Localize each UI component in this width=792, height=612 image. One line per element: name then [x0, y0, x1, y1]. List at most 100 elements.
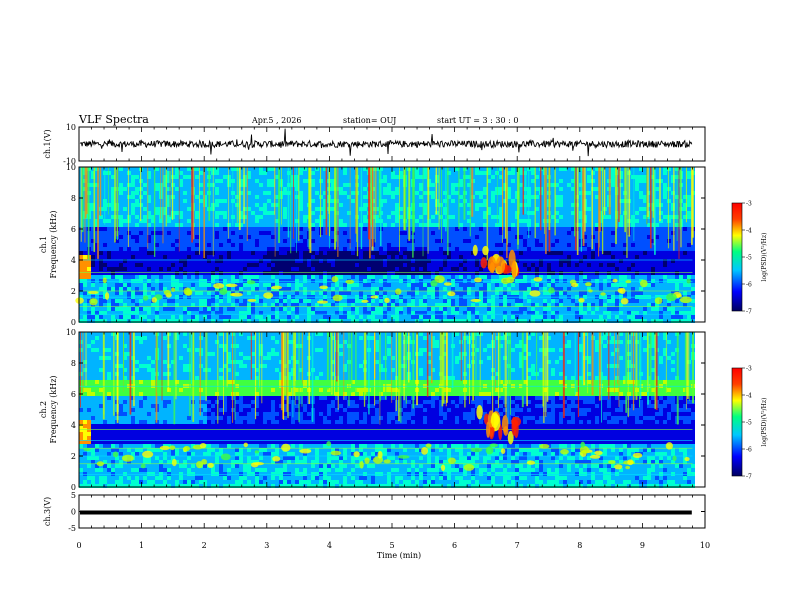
ch1spec-cell	[463, 319, 467, 323]
ch1spec-cell	[239, 243, 243, 247]
ch1spec-cell	[183, 187, 187, 191]
ch1spec-cell	[415, 259, 419, 263]
ch1spec-cell	[115, 299, 119, 303]
ch1spec-cell	[103, 303, 107, 307]
ch1spec-cell	[399, 227, 403, 231]
ch1spec-cell	[83, 263, 87, 267]
ch1spec-cell	[259, 215, 263, 219]
ch1spec-cell	[243, 307, 247, 311]
ch1spec-cell	[235, 287, 239, 291]
ch1spec-cell	[91, 219, 95, 223]
ch1spec-cell	[539, 255, 543, 259]
ch1spec-cell	[155, 199, 159, 203]
ch1spec-cell	[139, 251, 143, 255]
ch1spec-cell	[143, 251, 147, 255]
ch1spec-cell	[183, 211, 187, 215]
ch1spec-cell	[527, 251, 531, 255]
ch1spec-cell	[463, 303, 467, 307]
ch1spec-cell	[187, 271, 191, 275]
ch1spec-cell	[515, 311, 519, 315]
ch1spec-cell	[255, 207, 259, 211]
ch1spec-cell	[395, 251, 399, 255]
ch1spec-cell	[91, 267, 95, 271]
ch1spec-cell	[363, 279, 367, 283]
ch1spec-cell	[131, 319, 135, 323]
ch1spec-cell	[87, 279, 91, 283]
ch1spec-cell	[251, 199, 255, 203]
ch1spec-cell	[199, 307, 203, 311]
ch1spec-cell	[259, 179, 263, 183]
ch1spec-cell	[455, 235, 459, 239]
ch1spec-cell	[143, 255, 147, 259]
ch1spec-cell	[435, 307, 439, 311]
ch1spec-cell	[351, 299, 355, 303]
ch1spec-cell	[91, 179, 95, 183]
ch1spec-cell	[459, 291, 463, 295]
ch1spec-cell	[163, 191, 167, 195]
ch1spec-cell	[471, 227, 475, 231]
ch1spec-cell	[211, 291, 215, 295]
ch1spec-cell	[491, 191, 495, 195]
ch1spec-cell	[175, 247, 179, 251]
ch1spec-cell	[351, 203, 355, 207]
ch1spec-cell	[379, 275, 383, 279]
ch1spec-cell	[331, 167, 335, 171]
ch1spec-cell	[431, 287, 435, 291]
ch1spec-cell	[267, 299, 271, 303]
ch1spec-cell	[155, 191, 159, 195]
ch1spec-cell	[199, 243, 203, 247]
ch1spec-cell	[419, 215, 423, 219]
ch1spec-cell	[239, 211, 243, 215]
ch1spec-cell	[487, 191, 491, 195]
ch1spec-cell	[351, 243, 355, 247]
ch1spec-cell	[179, 215, 183, 219]
ch1spec-cell	[475, 303, 479, 307]
ch1spec-cell	[295, 267, 299, 271]
ch1spec-cell	[91, 315, 95, 319]
ch1spec-cell	[339, 251, 343, 255]
ch1spec-cell	[395, 243, 399, 247]
ch1spec-cell	[279, 199, 283, 203]
ch1spec-cell	[475, 267, 479, 271]
ch1spec-cell	[183, 259, 187, 263]
ch1spec-cell	[451, 247, 455, 251]
ch1spec-cell	[247, 287, 251, 291]
ch1spec-cell	[159, 275, 163, 279]
ch1spec-cell	[507, 291, 511, 295]
ch1spec-cell	[267, 175, 271, 179]
ch1spec-cell	[519, 211, 523, 215]
ch1spec-cell	[127, 299, 131, 303]
ch1spec-cell	[147, 179, 151, 183]
ch1spec-cell	[243, 195, 247, 199]
ch1spec-cell	[95, 311, 99, 315]
ch1spec-cell	[199, 275, 203, 279]
ch1spec-cell	[111, 223, 115, 227]
ch1spec-cell	[263, 175, 267, 179]
ch1spec-cell	[459, 203, 463, 207]
ch1spec-cell	[483, 211, 487, 215]
ch1spec-cell	[203, 171, 207, 175]
ch1spec-cell	[107, 283, 111, 287]
ch1spec-cell	[327, 259, 331, 263]
ch1spec-cell	[87, 283, 91, 287]
ch1spec-cell	[223, 235, 227, 239]
ch1spec-cell	[147, 211, 151, 215]
ch1spec-cell	[351, 191, 355, 195]
ch1spec-cell	[471, 303, 475, 307]
ch1spec-cell	[95, 243, 99, 247]
ch1spec-cell	[243, 187, 247, 191]
ch1spec-cell	[183, 167, 187, 171]
ch1spec-cell	[555, 199, 559, 203]
ch1spec-cell	[407, 315, 411, 319]
ch1spec-cell	[179, 279, 183, 283]
ch1spec-cell	[187, 171, 191, 175]
ch1spec-cell	[503, 251, 507, 255]
ch1spec-cell	[559, 251, 563, 255]
ch1spec-cell	[515, 227, 519, 231]
ch1spec-cell	[519, 207, 523, 211]
ch1spec-cell	[223, 223, 227, 227]
ch1spec-cell	[443, 227, 447, 231]
ch1spec-cell	[95, 187, 99, 191]
ch1spec-cell	[151, 211, 155, 215]
ch1spec-cell	[503, 223, 507, 227]
